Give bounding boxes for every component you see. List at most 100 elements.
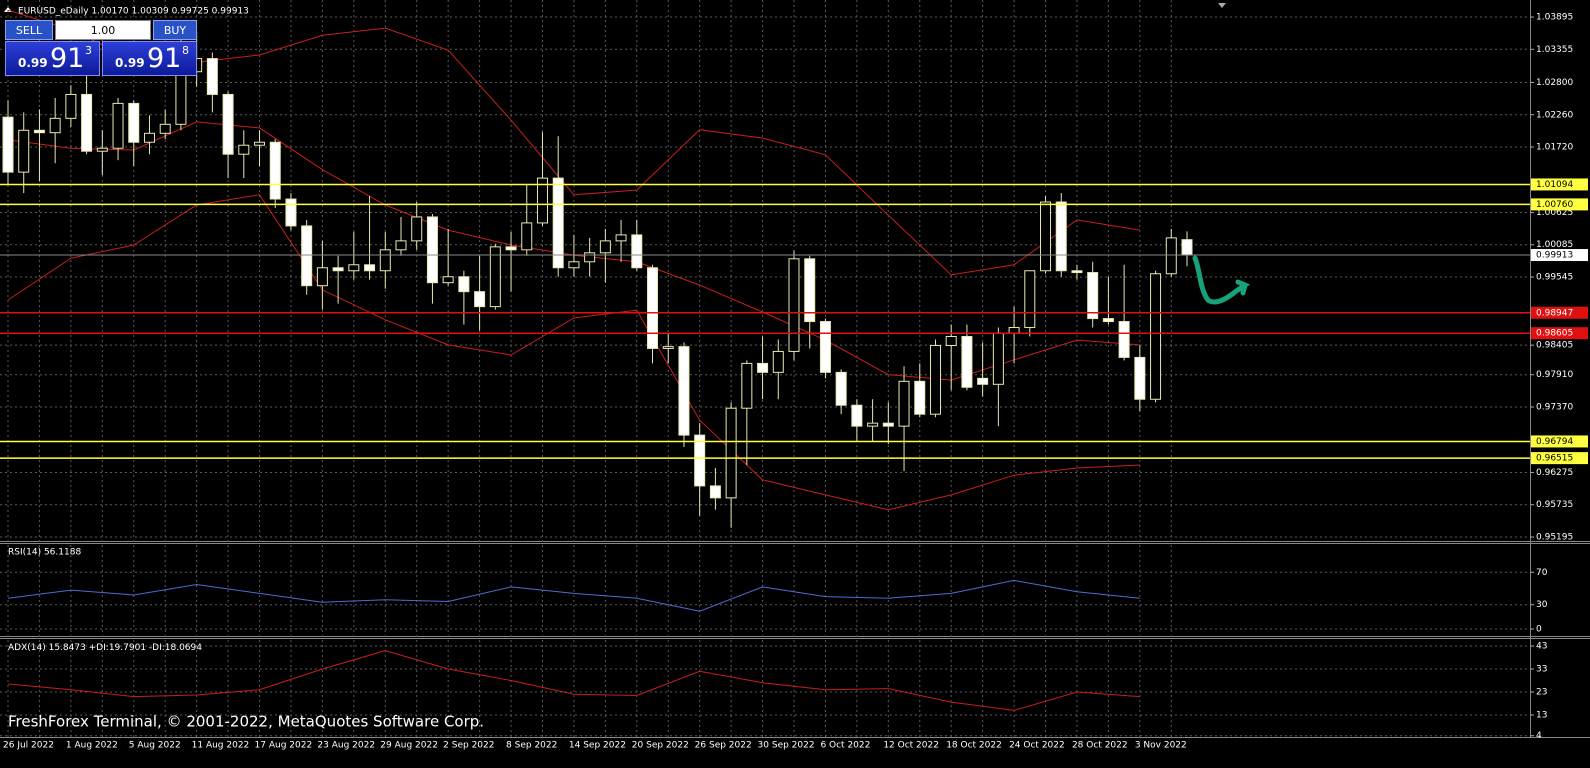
- candle-body: [159, 123, 171, 134]
- candle-body: [81, 93, 93, 152]
- candle-body: [898, 380, 910, 427]
- level-label: 0.96794: [1536, 437, 1573, 447]
- candle-body: [395, 240, 407, 251]
- candle-body: [143, 132, 155, 143]
- candle-body: [804, 258, 816, 323]
- x-tick-label: 2 Sep 2022: [443, 741, 494, 751]
- y-tick-label: 1.01720: [1536, 143, 1573, 153]
- x-tick-label: 1 Aug 2022: [66, 741, 118, 751]
- sell-button[interactable]: SELL: [5, 20, 53, 40]
- y-tick-label: 4: [1536, 731, 1542, 741]
- x-tick-label: 26 Jul 2022: [3, 741, 54, 751]
- x-tick-label: 18 Oct 2022: [946, 741, 1002, 751]
- candle-body: [175, 71, 187, 125]
- candle-body: [929, 344, 941, 415]
- candle-body: [977, 377, 989, 385]
- level-label-box: [1531, 327, 1588, 340]
- y-tick-label: 30: [1536, 600, 1548, 610]
- level-label-box: [1531, 452, 1588, 465]
- candle-body: [599, 240, 611, 254]
- x-tick-label: 29 Aug 2022: [380, 741, 438, 751]
- candle-body: [521, 222, 533, 251]
- candle-body: [128, 102, 140, 143]
- buy-price[interactable]: 0.99 91 8: [102, 41, 197, 76]
- x-tick-label: 12 Oct 2022: [883, 741, 939, 751]
- candle-body: [584, 252, 596, 263]
- y-tick-label: 1.02260: [1536, 110, 1573, 120]
- price-prefix: 0.99: [115, 56, 145, 70]
- y-tick-label: 43: [1536, 642, 1547, 652]
- candle-body: [442, 276, 454, 284]
- candle-body: [474, 291, 486, 308]
- candle-body: [536, 177, 548, 224]
- level-label: 0.98605: [1536, 329, 1573, 339]
- buy-button[interactable]: BUY: [153, 20, 197, 40]
- shift-marker: [1218, 3, 1226, 8]
- y-tick-label: 0.97910: [1536, 370, 1573, 380]
- candle-body: [301, 225, 313, 287]
- candle-body: [1181, 239, 1193, 256]
- candle-body: [426, 216, 438, 284]
- candle-body: [254, 141, 266, 146]
- x-tick-label: 28 Oct 2022: [1072, 741, 1128, 751]
- y-tick-label: 1.03895: [1536, 13, 1573, 23]
- x-tick-label: 24 Oct 2022: [1009, 741, 1065, 751]
- x-tick-label: 17 Aug 2022: [255, 741, 313, 751]
- y-tick-label: 33: [1536, 665, 1547, 675]
- x-tick-label: 30 Sep 2022: [758, 741, 815, 751]
- candle-body: [992, 333, 1004, 385]
- candle-body: [945, 335, 957, 346]
- candle-body: [772, 350, 784, 373]
- x-tick-label: 6 Oct 2022: [820, 741, 870, 751]
- candle-body: [65, 93, 77, 119]
- price-main: 91: [147, 43, 182, 74]
- candle-body: [285, 198, 297, 227]
- y-tick-label: 13: [1536, 711, 1547, 721]
- indicator-title: ADX(14) 15.8473 +DI:19.7901 -DI:18.0694: [8, 643, 202, 653]
- candle-body: [2, 116, 14, 173]
- candle-body: [1040, 201, 1052, 272]
- y-tick-label: 1.00085: [1536, 240, 1573, 250]
- candle-body: [379, 249, 391, 272]
- candle-body: [882, 422, 894, 427]
- candle-body: [269, 141, 281, 200]
- lot-size-input[interactable]: 1.00: [55, 20, 151, 40]
- candle-body: [112, 102, 124, 149]
- candle-body: [411, 216, 423, 242]
- candle-body: [364, 264, 376, 272]
- watermark: FreshForex Terminal, © 2001-2022, MetaQu…: [8, 713, 484, 731]
- y-tick-label: 0.95735: [1536, 500, 1573, 510]
- y-tick-label: 70: [1536, 568, 1548, 578]
- x-tick-label: 26 Sep 2022: [695, 741, 752, 751]
- candle-body: [33, 129, 45, 134]
- candle-body: [348, 264, 360, 272]
- candle-body: [914, 380, 926, 415]
- level-label: 0.96515: [1536, 454, 1573, 464]
- indicator-line: [7, 650, 1140, 711]
- level-label-box: [1531, 306, 1588, 319]
- candle-body: [615, 234, 627, 242]
- y-tick-label: 0.96275: [1536, 468, 1573, 478]
- hand-drawn-arrow: [1192, 255, 1251, 305]
- level-label-box: [1531, 435, 1588, 448]
- one-click-trading-panel: SELL 1.00 BUY 0.99 91 3 0.99 91 8: [5, 20, 197, 77]
- level-label-box: [1531, 198, 1588, 211]
- price-fraction: 3: [85, 44, 92, 57]
- candle-body: [835, 371, 847, 406]
- candle-body: [1165, 237, 1177, 275]
- level-label: 1.01094: [1536, 180, 1573, 190]
- y-tick-label: 1.00625: [1536, 208, 1573, 218]
- current-price-box: [1531, 249, 1588, 262]
- candle-body: [694, 434, 706, 487]
- candle-body: [631, 234, 643, 269]
- y-tick-label: 1.02800: [1536, 78, 1573, 88]
- sell-price[interactable]: 0.99 91 3: [5, 41, 100, 76]
- y-tick-label: 1.03355: [1536, 45, 1573, 55]
- candle-body: [18, 129, 30, 173]
- candle-body: [961, 335, 973, 388]
- candle-body: [1134, 356, 1146, 400]
- candle-body: [206, 58, 218, 95]
- candle-body: [238, 144, 250, 155]
- candle-body: [757, 362, 769, 373]
